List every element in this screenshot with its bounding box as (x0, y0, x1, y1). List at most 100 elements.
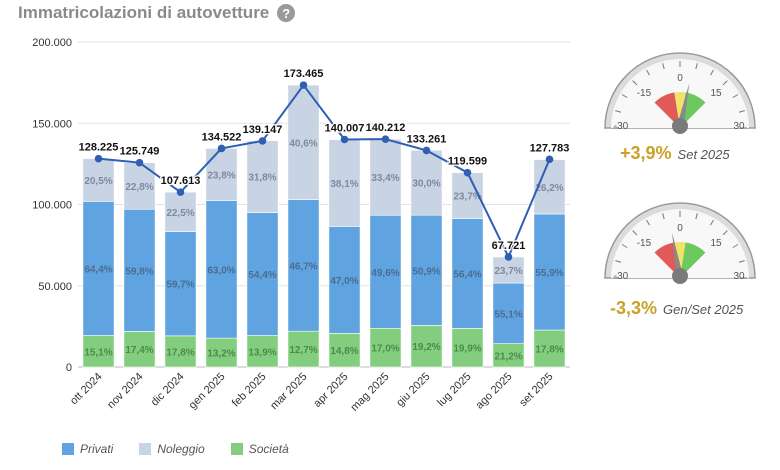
bar-share-label: 17,4% (125, 345, 153, 356)
legend-item-noleggio[interactable]: Noleggio (139, 442, 205, 456)
bar-segment-noleggio[interactable] (82, 158, 115, 202)
legend-item-privati[interactable]: Privati (62, 442, 113, 456)
bar-segment-privati[interactable] (533, 213, 566, 331)
bar-segment-privati[interactable] (451, 218, 484, 329)
bar-share-label: 17,0% (371, 344, 399, 355)
total-point[interactable] (504, 253, 513, 261)
bar-segment-noleggio[interactable] (287, 84, 320, 200)
gauge-band-yellow (674, 92, 686, 128)
legend-item-societa[interactable]: Società (230, 442, 289, 456)
y-tick-label: 150.000 (32, 118, 72, 130)
bar-segment-privati[interactable] (369, 214, 402, 329)
chart-header: Immatricolazioni di autovetture ? (18, 2, 296, 24)
bar-segment-societa[interactable] (328, 333, 361, 368)
x-tick-label: feb 2025 (230, 371, 269, 410)
bar-share-label: 17,8% (166, 347, 194, 358)
total-point[interactable] (340, 135, 349, 144)
bar-share-label: 49,6% (371, 268, 399, 279)
bar-segment-privati[interactable] (410, 214, 443, 326)
bar-share-label: 54,4% (248, 270, 276, 281)
bar-segment-noleggio[interactable] (246, 140, 279, 213)
gauge-tick (710, 219, 714, 226)
bar-segment-privati[interactable] (246, 212, 279, 336)
total-label: 128.225 (79, 142, 119, 154)
bar-share-label: 26,2% (535, 183, 563, 194)
bar-share-label: 22,8% (125, 182, 153, 193)
gauge-tick-label: -30 (614, 121, 629, 132)
gauge-tick-label: 30 (733, 121, 745, 132)
chart-legend: Privati Noleggio Società (62, 442, 289, 456)
bar-segment-privati[interactable] (82, 201, 115, 336)
gauge-ytd-period: Gen/Set 2025 (663, 302, 744, 317)
bar-segment-privati[interactable] (492, 282, 525, 344)
gauge-tick-label: 0 (677, 73, 683, 84)
total-point[interactable] (176, 188, 185, 196)
total-label: 119.599 (448, 156, 487, 168)
bar-segment-societa[interactable] (205, 337, 238, 368)
total-point[interactable] (463, 168, 472, 177)
bar-segment-noleggio[interactable] (492, 256, 525, 284)
gauge-tick (722, 80, 728, 86)
bar-share-label: 63,0% (207, 265, 235, 276)
bar-share-label: 56,4% (453, 270, 481, 281)
bar-segment-privati[interactable] (287, 199, 320, 332)
bar-segment-societa[interactable] (533, 329, 566, 368)
total-point[interactable] (258, 137, 267, 145)
bar-segment-privati[interactable] (164, 231, 197, 337)
legend-label-noleggio: Noleggio (157, 442, 205, 456)
help-icon[interactable]: ? (277, 4, 296, 22)
bar-share-label: 55,1% (494, 309, 522, 320)
bar-segment-noleggio[interactable] (369, 138, 402, 216)
bar-share-label: 38,1% (330, 179, 358, 190)
x-tick-label: ott 2024 (68, 371, 105, 408)
bar-share-label: 50,9% (412, 266, 440, 277)
total-point[interactable] (94, 154, 103, 163)
total-point[interactable] (135, 158, 144, 167)
total-point[interactable] (217, 144, 226, 153)
y-tick-label: 200.000 (32, 37, 72, 49)
total-point[interactable] (381, 135, 390, 143)
gauge-band-red (654, 92, 680, 128)
bar-share-label: 33,4% (371, 173, 399, 184)
bar-segment-societa[interactable] (123, 331, 156, 368)
x-tick-label: giu 2025 (394, 371, 432, 409)
bar-segment-privati[interactable] (123, 208, 156, 332)
bar-share-label: 55,9% (535, 268, 563, 279)
bar-segment-societa[interactable] (410, 325, 443, 368)
bar-segment-societa[interactable] (451, 328, 484, 368)
gauge-tick (722, 230, 728, 236)
bar-segment-noleggio[interactable] (164, 191, 197, 232)
bar-segment-societa[interactable] (246, 335, 279, 368)
bar-segment-noleggio[interactable] (533, 159, 566, 215)
bar-share-label: 20,5% (84, 176, 112, 187)
total-point[interactable] (422, 146, 431, 155)
bar-segment-noleggio[interactable] (328, 139, 361, 227)
total-label: 139.147 (243, 124, 283, 136)
x-tick-label: nov 2024 (105, 371, 145, 411)
gauge-tick (662, 63, 665, 70)
bar-segment-noleggio[interactable] (410, 149, 443, 216)
total-line (98, 83, 551, 260)
total-point[interactable] (299, 81, 308, 89)
total-label: 140.212 (366, 122, 406, 134)
x-tick-label: dic 2024 (149, 371, 187, 409)
bar-share-label: 13,2% (207, 349, 235, 360)
x-tick-label: set 2025 (517, 371, 555, 409)
bar-segment-noleggio[interactable] (205, 148, 238, 201)
gauge-ytd: -30 -15 0 15 30 (604, 202, 756, 284)
bar-share-label: 30,0% (412, 179, 440, 190)
gauge-tick (615, 260, 622, 263)
total-point[interactable] (545, 155, 554, 164)
legend-swatch-societa (230, 443, 243, 455)
y-tick-label: 100.000 (32, 200, 72, 212)
bar-segment-societa[interactable] (287, 330, 320, 368)
bar-segment-societa[interactable] (164, 335, 197, 368)
bar-share-label: 47,0% (330, 276, 358, 287)
bar-share-label: 15,1% (84, 347, 112, 358)
bar-segment-privati[interactable] (328, 226, 361, 334)
gauge-tick-label: -15 (637, 238, 652, 249)
gauge-tick-label: 30 (733, 271, 745, 282)
gauge-tick-label: -15 (637, 88, 652, 99)
bar-segment-privati[interactable] (205, 200, 238, 339)
gauge-month-caption: +3,9% Set 2025 (620, 143, 730, 164)
